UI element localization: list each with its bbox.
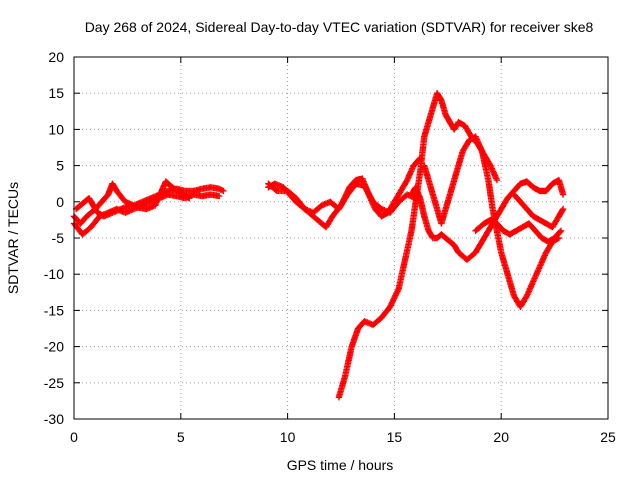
- series-track-7: [408, 176, 567, 263]
- x-tick-label: 10: [280, 429, 296, 445]
- y-tick-label: -20: [44, 339, 64, 355]
- x-tick-label: 15: [387, 429, 403, 445]
- grid-lines: [74, 57, 608, 419]
- y-tick-label: 10: [48, 121, 64, 137]
- y-tick-label: -5: [52, 230, 65, 246]
- y-tick-label: -30: [44, 411, 64, 427]
- y-tick-label: 15: [48, 85, 64, 101]
- y-tick-label: -25: [44, 375, 64, 391]
- x-tick-label: 0: [70, 429, 78, 445]
- x-tick-label: 25: [600, 429, 616, 445]
- x-axis: 0 5 10 15 20 25: [70, 57, 616, 445]
- data-markers: [72, 178, 193, 220]
- y-axis: -30 -25 -20 -15 -10 -5 0 5 10 15 20: [44, 49, 608, 427]
- series-track-3: [72, 178, 193, 220]
- series-track-9: [472, 216, 565, 245]
- x-tick-label: 20: [493, 429, 509, 445]
- y-tick-label: -10: [44, 266, 64, 282]
- data-markers: [510, 191, 567, 231]
- data-markers: [472, 216, 565, 245]
- data-markers: [421, 133, 563, 310]
- plot-frame: [73, 56, 609, 420]
- y-axis-label: SDTVAR / TECUs: [5, 182, 21, 294]
- series-track-10: [510, 191, 567, 231]
- x-axis-label: GPS time / hours: [287, 457, 394, 473]
- y-tick-label: -15: [44, 302, 64, 318]
- data-markers: [265, 180, 419, 216]
- series-track-5: [265, 180, 419, 216]
- chart-title: Day 268 of 2024, Sidereal Day-to-day VTE…: [85, 19, 594, 35]
- series-track-8: [421, 133, 563, 310]
- data-points: [70, 90, 567, 401]
- y-tick-label: 0: [56, 194, 64, 210]
- y-tick-label: 5: [56, 158, 64, 174]
- y-tick-label: 20: [48, 49, 64, 65]
- x-tick-label: 5: [177, 429, 185, 445]
- data-markers: [408, 176, 567, 263]
